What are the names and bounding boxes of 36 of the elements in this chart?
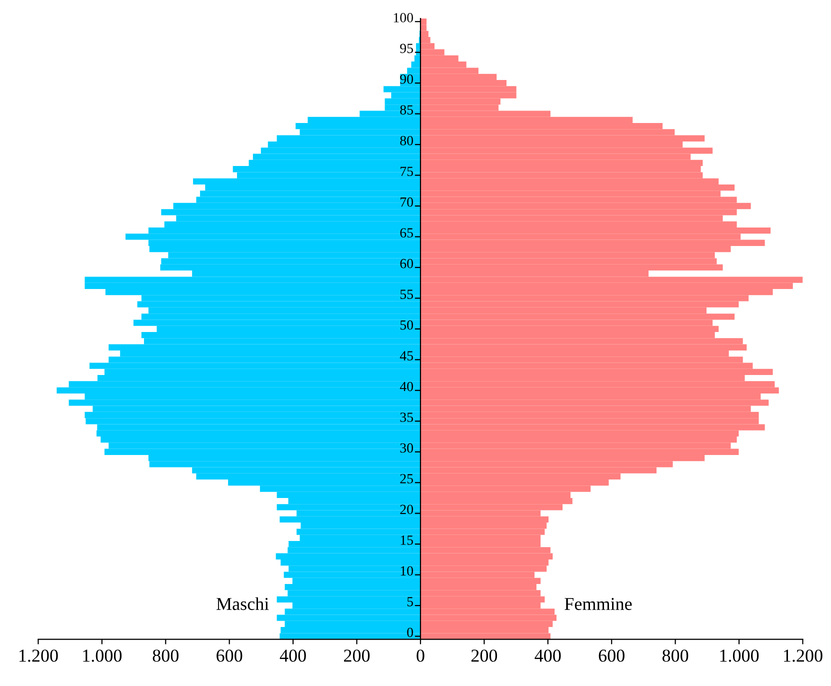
- y-tick-label: 75: [400, 166, 413, 176]
- x-tick-label: 400: [534, 650, 561, 662]
- x-tick-label: 600: [598, 650, 624, 662]
- series-label: Maschi: [216, 597, 269, 610]
- y-tick-label: 95: [400, 44, 413, 54]
- y-tick-label: 30: [400, 443, 414, 453]
- x-tick-label: 1.200: [20, 650, 58, 662]
- y-tick-label: 45: [400, 351, 413, 360]
- y-tick-label: 85: [400, 105, 413, 115]
- y-tick-label: 0: [407, 628, 414, 638]
- y-tick-label: 40: [400, 382, 414, 392]
- y-tick-label: 100: [394, 13, 414, 22]
- y-tick-label: 65: [400, 228, 413, 238]
- y-tick-label: 5: [407, 597, 413, 606]
- y-tick-label: 90: [400, 74, 414, 84]
- x-tick-label: 1.000: [720, 650, 759, 662]
- y-tick-label: 20: [400, 504, 414, 514]
- y-tick-label: 15: [400, 536, 413, 545]
- x-tick-label: 600: [216, 650, 242, 662]
- x-tick-label: 1.000: [83, 650, 122, 662]
- y-tick-label: 10: [400, 566, 414, 576]
- y-tick-label: 80: [400, 136, 414, 146]
- y-tick-label: 50: [400, 320, 414, 330]
- x-tick-label: 200: [471, 650, 498, 662]
- x-tick-label: 200: [344, 650, 370, 662]
- x-tick-label: 0: [416, 650, 424, 662]
- y-tick-label: 35: [400, 412, 413, 422]
- y-tick-label: 70: [400, 197, 414, 207]
- x-tick-label: 400: [280, 650, 306, 662]
- x-tick-label: 1.200: [784, 650, 822, 662]
- y-tick-label: 25: [400, 474, 413, 484]
- series-label: Femmine: [564, 598, 632, 610]
- x-tick-label: 800: [152, 650, 178, 662]
- y-tick-label: 55: [400, 290, 413, 299]
- x-tick-label: 800: [662, 650, 688, 662]
- y-tick-label: 60: [400, 258, 414, 268]
